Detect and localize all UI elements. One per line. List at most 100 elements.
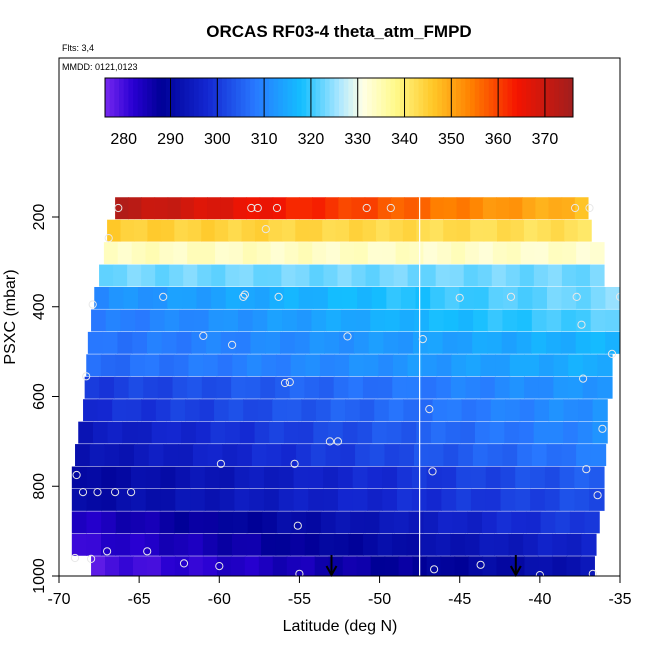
data-point	[577, 320, 586, 329]
heatmap-cell	[384, 444, 400, 467]
heatmap-cell	[472, 331, 488, 354]
heatmap-cell	[169, 264, 184, 287]
y-tick-label: 1000	[31, 558, 48, 594]
data-point	[103, 547, 112, 556]
heatmap-cell	[483, 219, 498, 242]
heatmap-cell	[324, 331, 340, 354]
heatmap-cell	[399, 444, 415, 467]
colorbar-tick-label: 280	[110, 131, 137, 148]
heatmap-cell	[546, 331, 562, 354]
colorbar-segment	[479, 78, 485, 117]
heatmap-cell	[561, 264, 577, 287]
heatmap-cell	[143, 376, 159, 399]
heatmap-cell	[533, 421, 549, 444]
heatmap-cell	[592, 421, 608, 444]
colorbar-segment	[507, 78, 513, 117]
x-tick-label: -55	[288, 591, 311, 608]
heatmap-cell	[349, 354, 365, 377]
heatmap-cell	[237, 309, 254, 332]
data-point	[325, 437, 334, 446]
heatmap-cell	[201, 242, 216, 265]
heatmap-cell	[458, 309, 474, 332]
data-point	[293, 521, 302, 530]
heatmap-cell	[506, 242, 522, 265]
heatmap-cell	[304, 533, 320, 556]
heatmap-cell	[369, 444, 386, 467]
heatmap-cell	[128, 376, 144, 399]
colorbar-segment	[568, 78, 574, 117]
heatmap-cell	[181, 421, 197, 444]
heatmap-cell	[222, 444, 238, 467]
colorbar-segment	[222, 78, 228, 117]
heatmap-cell	[281, 264, 297, 287]
heatmap-cell	[290, 354, 306, 377]
data-point	[261, 225, 270, 234]
heatmap-cell	[482, 556, 498, 576]
colorbar-segment	[240, 78, 246, 117]
heatmap-cell	[174, 511, 190, 534]
heatmap-cell	[555, 511, 571, 534]
colorbar-segment	[413, 78, 420, 117]
heatmap-cell	[489, 421, 505, 444]
heatmap-cell	[575, 264, 591, 287]
heatmap-cell	[149, 309, 166, 332]
heatmap-cell	[481, 511, 498, 534]
heatmap-cell	[216, 376, 232, 399]
heatmap-cell	[174, 219, 189, 242]
heatmap-cell	[394, 511, 410, 534]
heatmap-cell	[289, 376, 305, 399]
heatmap-cell	[167, 287, 183, 309]
heatmap-cell	[202, 533, 219, 556]
heatmap-cell	[195, 421, 212, 444]
heatmap-cell	[447, 399, 463, 422]
heatmap-cell	[509, 376, 525, 399]
colorbar-segment	[109, 78, 115, 117]
heatmap-cell	[349, 219, 364, 242]
heatmap-cell	[473, 287, 490, 309]
colorbar-segment	[151, 78, 157, 117]
heatmap-cell	[456, 488, 472, 511]
heatmap-cell	[155, 264, 170, 287]
heatmap-cell	[187, 242, 202, 265]
heatmap-cell	[102, 331, 119, 354]
heatmap-cell	[374, 399, 390, 422]
heatmap-cell	[517, 444, 533, 467]
heatmap-cell	[370, 309, 386, 332]
heatmap-cell	[202, 556, 218, 576]
colorbar-segment	[540, 78, 546, 117]
heatmap-cell	[241, 219, 256, 242]
heatmap-cell	[480, 376, 496, 399]
heatmap-cell	[469, 197, 484, 220]
heatmap-cell	[178, 444, 194, 467]
heatmap-cell	[578, 399, 594, 422]
heatmap-cell	[569, 511, 586, 534]
heatmap-cell	[378, 354, 394, 377]
heatmap-cell	[470, 219, 485, 242]
colorbar-segment	[259, 78, 265, 117]
colorbar-segment	[193, 78, 200, 117]
heatmap-cell	[120, 219, 135, 242]
colorbar-segment	[376, 78, 382, 117]
heatmap-cell	[445, 421, 461, 444]
heatmap-cell	[379, 511, 395, 534]
heatmap-cell	[379, 264, 395, 287]
heatmap-cell	[577, 219, 592, 242]
heatmap-cell	[266, 444, 282, 467]
heatmap-cell	[234, 488, 250, 511]
heatmap-cell	[211, 264, 226, 287]
heatmap-cell	[180, 197, 195, 220]
colorbar-segment	[530, 78, 537, 117]
heatmap-cell	[190, 466, 206, 489]
heatmap-cell	[351, 264, 367, 287]
heatmap-cell	[444, 287, 460, 309]
heatmap-cell	[435, 533, 451, 556]
heatmap-cell	[592, 399, 608, 422]
colorbar-segment	[563, 78, 569, 117]
colorbar-segment	[446, 78, 452, 117]
heatmap-cell	[590, 444, 607, 467]
heatmap-cell	[519, 399, 535, 422]
heatmap-cell	[517, 309, 533, 332]
heatmap-cell	[553, 354, 569, 377]
heatmap-cell	[283, 421, 300, 444]
heatmap-cell	[267, 309, 283, 332]
